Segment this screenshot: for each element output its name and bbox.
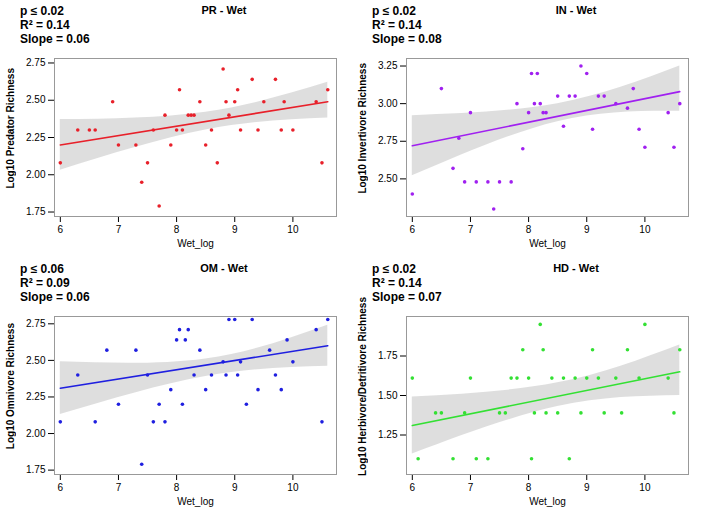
svg-text:Wet_log: Wet_log [177,496,214,507]
html-text:Log10 Herbivore/Detritivore Ri: Log10 Herbivore/Detritivore Richness [356,296,368,476]
svg-text:8: 8 [174,482,180,493]
svg-text:2.50: 2.50 [378,173,398,184]
svg-text:2.25: 2.25 [26,132,46,143]
svg-text:10: 10 [639,224,651,235]
html-text:Log10 Invertivore Richness: Log10 Invertivore Richness [356,62,368,194]
svg-text:10: 10 [287,482,299,493]
svg-text:7: 7 [116,224,122,235]
html-text:Slope = 0.06: Slope = 0.06 [20,32,90,46]
svg-text:7: 7 [468,224,474,235]
svg-text:1.50: 1.50 [378,390,398,401]
html-text:p ≤ 0.02: p ≤ 0.02 [372,262,416,276]
svg-text:2.50: 2.50 [26,94,46,105]
svg-text:Wet_log: Wet_log [177,238,214,249]
html-text:R² = 0.14: R² = 0.14 [372,18,422,32]
html-text:IN - Wet: IN - Wet [555,4,597,16]
svg-text:6: 6 [58,224,64,235]
svg-text:6: 6 [410,224,416,235]
svg-text:2.50: 2.50 [26,355,46,366]
svg-text:2.00: 2.00 [26,169,46,180]
svg-text:10: 10 [287,224,299,235]
svg-text:1.75: 1.75 [26,464,46,475]
svg-text:9: 9 [232,224,238,235]
html-text:R² = 0.14: R² = 0.14 [372,276,422,290]
svg-text:1.75: 1.75 [26,206,46,217]
svg-text:Wet_log: Wet_log [529,238,566,249]
svg-text:7: 7 [116,482,122,493]
svg-text:9: 9 [584,482,590,493]
html-text:OM - Wet: OM - Wet [200,262,248,274]
html-text:R² = 0.14: R² = 0.14 [20,18,70,32]
svg-text:2.75: 2.75 [378,135,398,146]
html-text:HD - Wet: HD - Wet [553,262,599,274]
html-text:Log10 Omnivore Richness: Log10 Omnivore Richness [4,322,16,450]
html-text:R² = 0.09: R² = 0.09 [20,276,70,290]
svg-text:8: 8 [526,224,532,235]
svg-text:7: 7 [468,482,474,493]
html-text:Log10 Predator Richness: Log10 Predator Richness [4,67,16,189]
html-text:Slope = 0.06: Slope = 0.06 [20,290,90,304]
html-text:Slope = 0.08: Slope = 0.08 [372,32,442,46]
svg-text:3.00: 3.00 [378,98,398,109]
svg-text:8: 8 [174,224,180,235]
svg-text:9: 9 [584,224,590,235]
svg-text:6: 6 [58,482,64,493]
svg-text:1.25: 1.25 [378,429,398,440]
html-text:PR - Wet: PR - Wet [201,4,247,16]
html-text:p ≤ 0.06: p ≤ 0.06 [20,262,64,276]
svg-text:2.75: 2.75 [26,57,46,68]
svg-text:10: 10 [639,482,651,493]
html-text:p ≤ 0.02: p ≤ 0.02 [372,4,416,18]
svg-text:6: 6 [410,482,416,493]
svg-text:Wet_log: Wet_log [529,496,566,507]
svg-text:8: 8 [526,482,532,493]
svg-text:2.25: 2.25 [26,391,46,402]
html-text:p ≤ 0.02: p ≤ 0.02 [20,4,64,18]
svg-text:2.00: 2.00 [26,428,46,439]
html-text:Slope = 0.07: Slope = 0.07 [372,290,442,304]
svg-text:1.75: 1.75 [378,350,398,361]
svg-text:9: 9 [232,482,238,493]
svg-text:2.75: 2.75 [26,318,46,329]
svg-text:3.25: 3.25 [378,60,398,71]
